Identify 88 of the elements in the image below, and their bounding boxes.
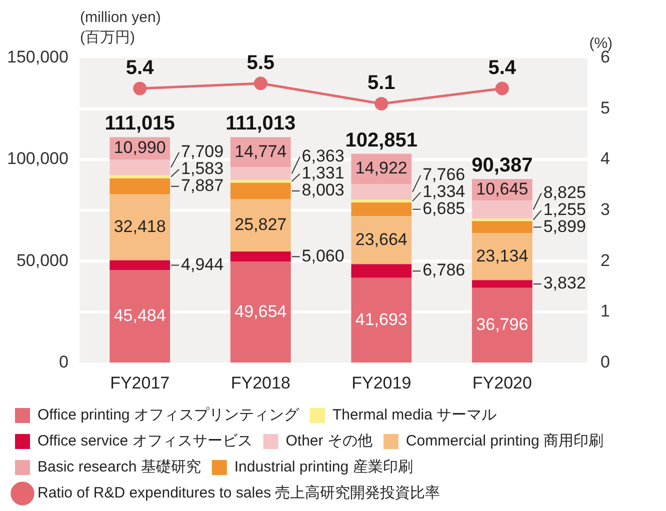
y2-tick-label: 4	[600, 149, 610, 168]
data-label: 32,418	[114, 216, 166, 236]
y-tick-label: 0	[58, 352, 68, 372]
data-label: 7,709	[181, 142, 224, 162]
x-tick-label: FY2018	[230, 373, 290, 392]
point	[254, 76, 268, 90]
data-label: 5,899	[543, 216, 586, 236]
y2-tick-label: 2	[600, 250, 610, 270]
bar	[351, 216, 412, 264]
y2-axis-title: (%)	[589, 35, 613, 52]
data-label: 3,832	[543, 274, 586, 293]
legend-label: Basic research 基礎研究	[38, 458, 201, 476]
data-label: 5,060	[302, 246, 344, 266]
bar	[110, 159, 170, 176]
bar	[351, 264, 412, 278]
x-tick-label: FY2020	[472, 373, 532, 392]
total-label: 111,013	[226, 112, 296, 135]
y-tick-label: 50,000	[16, 250, 68, 270]
bar	[110, 194, 170, 260]
bar	[472, 200, 532, 219]
bar	[472, 280, 532, 288]
data-label: 5.1	[367, 72, 396, 94]
data-label: 1,255	[543, 200, 586, 219]
legend-label: Thermal media サーマル	[332, 406, 497, 424]
data-label: 4,944	[181, 254, 224, 274]
bar	[230, 262, 291, 363]
legend-label: Ratio of R&D expenditures to sales 売上高研究開発投資比率	[38, 484, 440, 502]
total-label: 102,851	[345, 129, 418, 152]
data-label: 5.4	[488, 56, 517, 79]
bar	[110, 178, 170, 194]
y2-tick-label: 3	[600, 200, 610, 219]
data-label: 8,825	[543, 182, 586, 202]
bar	[351, 184, 412, 200]
data-label: 49,654	[234, 302, 287, 321]
bar	[351, 278, 412, 363]
bar	[351, 200, 412, 203]
data-label: 6,363	[302, 146, 344, 166]
data-label: 5.5	[246, 52, 275, 74]
legend-label: Office printing オフィスプリンティング	[38, 406, 300, 424]
bar	[230, 199, 291, 252]
y-axis-title: (million yen) (百万円)	[80, 9, 161, 46]
data-label: 1,331	[302, 164, 344, 183]
data-label: 45,484	[114, 306, 166, 326]
bar	[230, 180, 291, 183]
total-label: 111,015	[104, 112, 175, 135]
legend-label: Commercial printing 商用印刷	[406, 432, 604, 450]
data-label: 7,887	[181, 176, 224, 196]
bar	[472, 288, 532, 363]
total-label: 90,387	[472, 154, 533, 177]
bar	[472, 233, 532, 280]
data-label: 10,645	[476, 180, 528, 199]
legend-label: Office service オフィスサービス	[38, 432, 252, 450]
bar	[110, 175, 170, 178]
bar	[472, 218, 532, 222]
point	[133, 82, 147, 96]
y-tick-label: 150,000	[7, 48, 68, 67]
data-label: 23,664	[355, 230, 408, 249]
x-tick-label: FY2017	[110, 373, 170, 392]
bar	[230, 182, 291, 200]
data-label: 41,693	[355, 310, 408, 329]
bar	[230, 251, 291, 262]
data-label: 23,134	[476, 246, 528, 266]
bar	[472, 221, 532, 234]
data-label: 36,796	[476, 314, 528, 334]
data-label: 25,827	[234, 214, 287, 234]
data-label: 8,003	[302, 180, 344, 200]
data-label: 1,583	[181, 159, 224, 178]
legend-label: Other その他	[286, 432, 372, 450]
point	[374, 96, 388, 110]
y2-tick-label: 5	[600, 98, 610, 118]
bar	[351, 202, 412, 216]
data-label: 5.4	[126, 56, 155, 79]
data-label: 1,334	[422, 182, 466, 201]
y2-tick-label: 1	[600, 302, 610, 321]
x-tick-label: FY2019	[352, 373, 412, 392]
y-tick-label: 100,000	[7, 149, 68, 168]
data-label: 14,774	[234, 142, 287, 161]
data-label: 10,990	[114, 138, 166, 158]
data-label: 14,922	[355, 158, 408, 178]
data-label: 6,685	[422, 199, 466, 218]
legend-label: Industrial printing 産業印刷	[234, 458, 413, 476]
point	[495, 82, 509, 96]
y2-tick-label: 0	[600, 352, 610, 372]
bar	[110, 270, 170, 363]
bar	[110, 260, 170, 270]
data-label: 6,786	[422, 260, 466, 280]
bar	[230, 167, 291, 180]
data-label: 7,766	[422, 165, 466, 184]
